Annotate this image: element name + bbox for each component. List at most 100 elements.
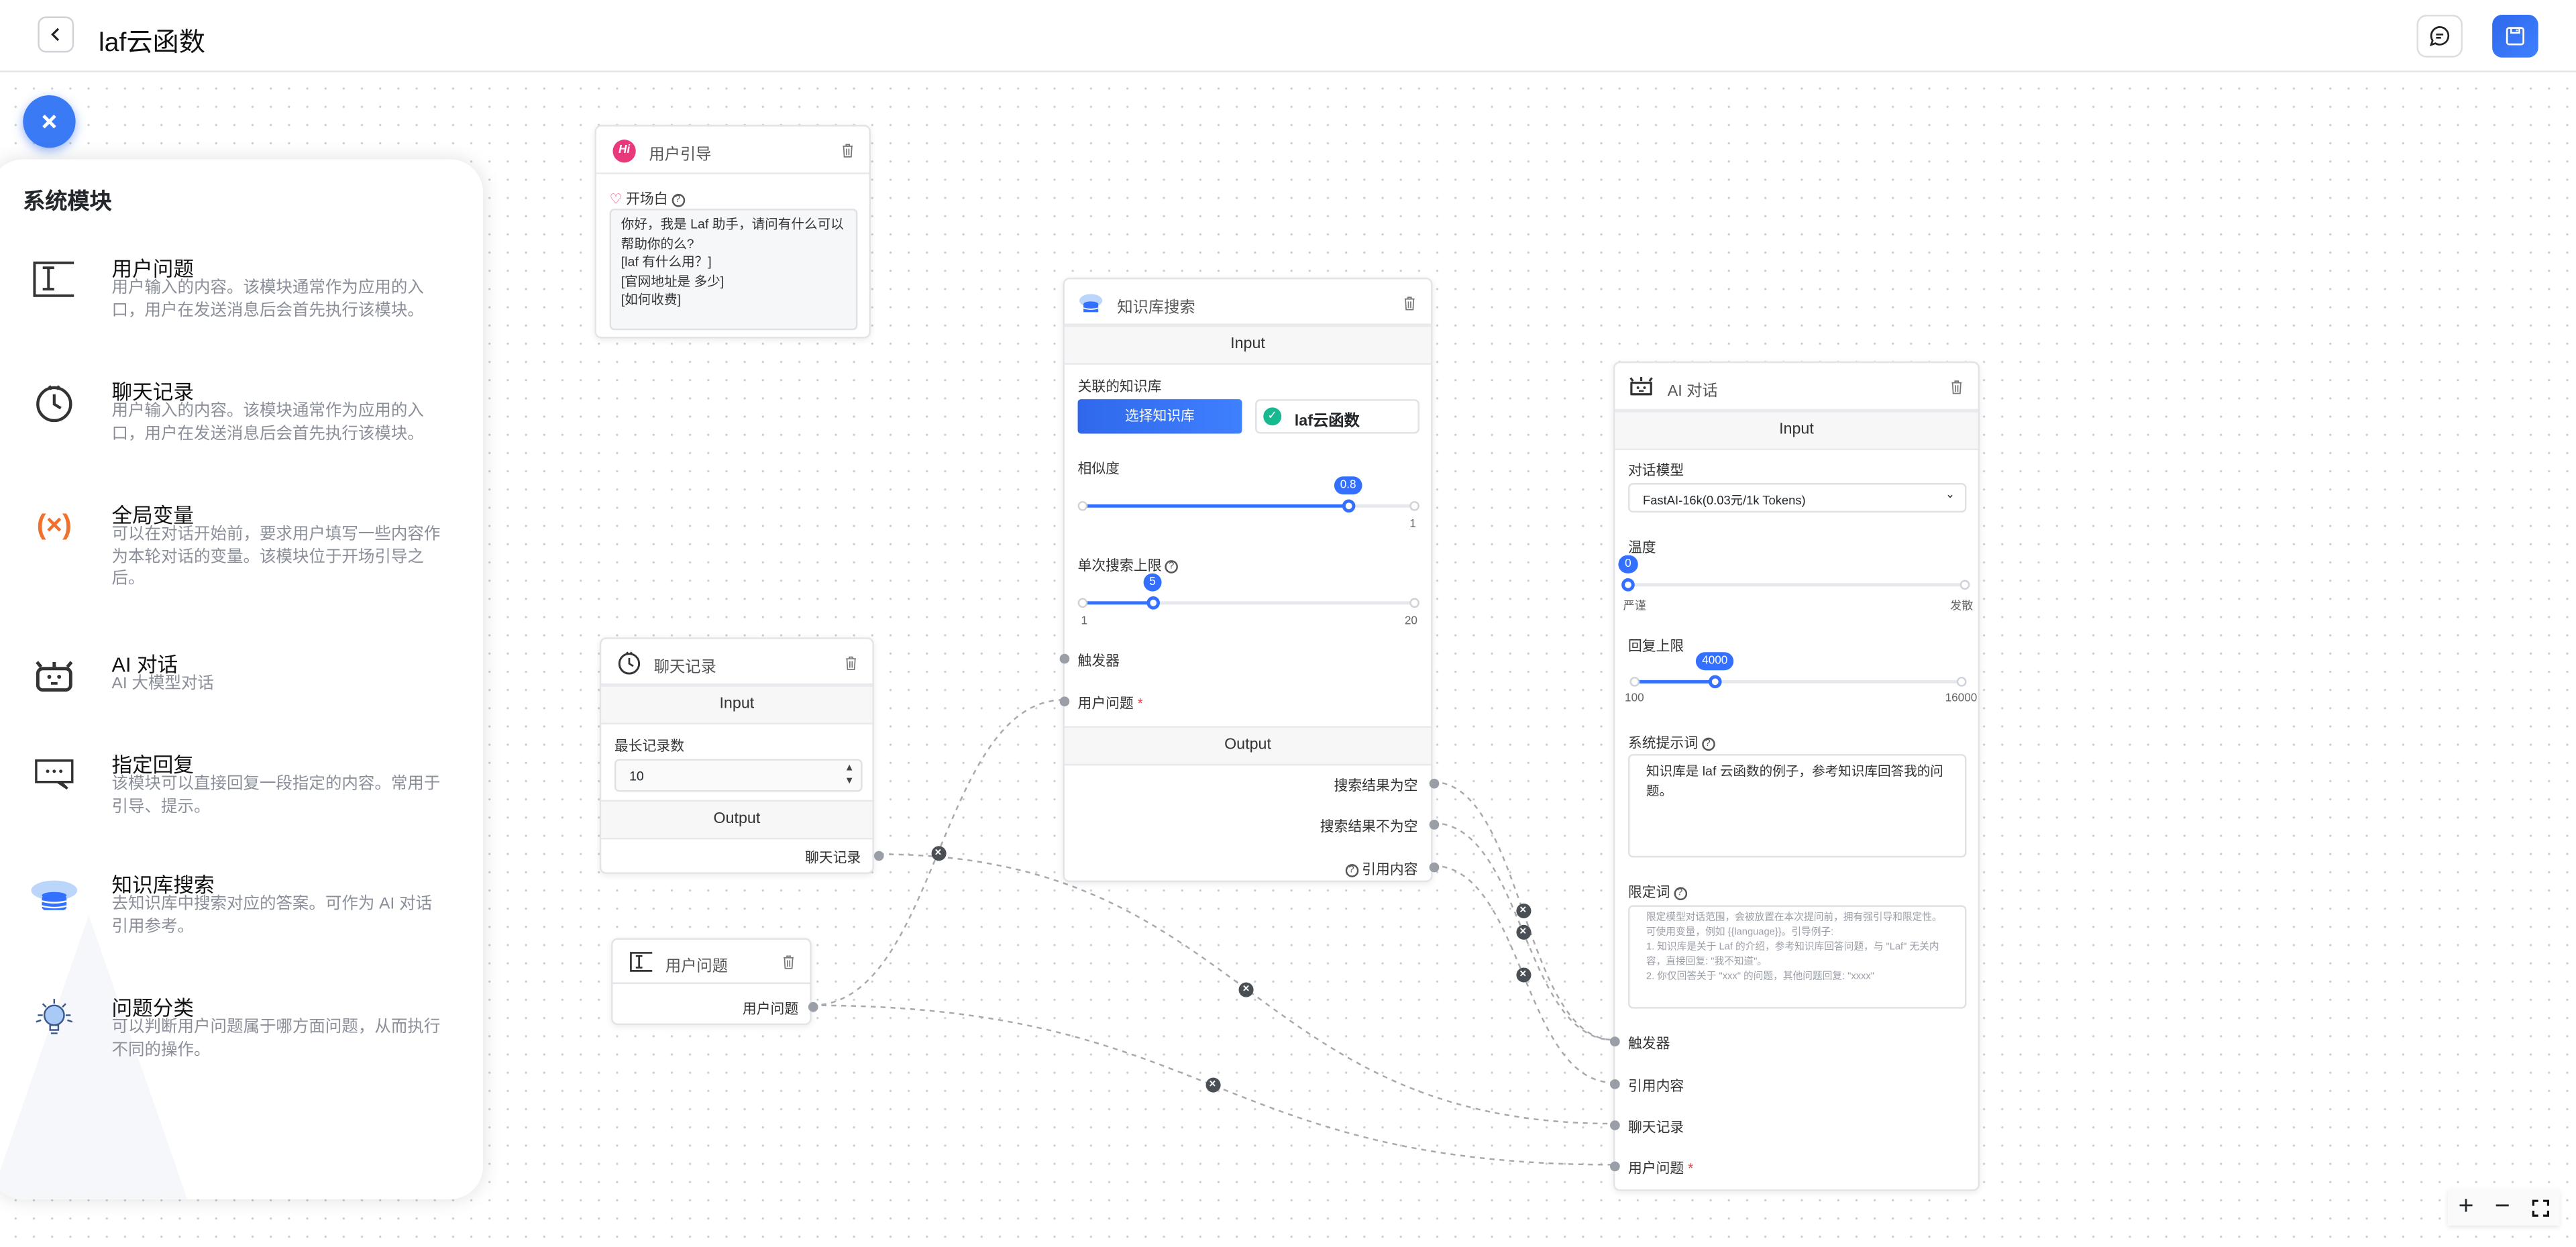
node-header: Hi 用户引导 (596, 127, 869, 174)
module-desc: 可以在对话开始前，要求用户填写一些内容作为本轮对话的变量。该模块位于开场引导之后… (111, 525, 441, 588)
chevron-down-icon: ⌄ (1945, 489, 1955, 501)
slider-value-badge: 0.8 (1333, 476, 1363, 495)
output-label: 用户问题 (742, 1000, 799, 1017)
delete-edge-icon[interactable]: × (1238, 981, 1254, 997)
slider-value-badge: 4000 (1695, 652, 1735, 671)
delete-edge-icon[interactable]: × (1205, 1077, 1220, 1093)
output-port[interactable] (873, 851, 884, 861)
output-port-quote[interactable] (1429, 862, 1440, 873)
slider-end-dot (1409, 598, 1419, 608)
output-port[interactable] (808, 1001, 818, 1012)
temperature-label: 温度 (1627, 539, 1656, 555)
delete-edge-icon[interactable]: × (930, 845, 946, 861)
slider-thumb[interactable] (1146, 596, 1159, 610)
module-desc: 去知识库中搜索对应的答案。可作为 AI 对话引用参考。 (111, 895, 433, 936)
laf-logo-icon: ✓ (1263, 407, 1282, 426)
system-prompt-textarea[interactable]: 知识库是 laf 云函数的例子，参考知识库回答我的问题。 (1627, 754, 1967, 858)
node-title: 知识库搜索 (1117, 299, 1195, 317)
slider-track[interactable] (1627, 583, 1966, 587)
input-port-history[interactable] (1610, 1120, 1620, 1130)
max-records-input[interactable]: 10 ▲ ▼ (614, 759, 863, 792)
module-title: 用户问题 (111, 258, 195, 281)
output-section-header: Output (601, 800, 873, 840)
slider-thumb[interactable] (1621, 578, 1635, 592)
input-port-question[interactable] (1059, 696, 1070, 707)
message-dots-icon (30, 751, 78, 800)
delete-edge-icon[interactable]: × (1515, 967, 1531, 982)
slider-min-label: 1 (1081, 616, 1088, 628)
text-cursor-icon (630, 952, 653, 972)
robot-icon (1629, 377, 1653, 396)
input-port-trigger[interactable] (1610, 1036, 1620, 1047)
trash-icon[interactable] (1950, 380, 1964, 394)
zoom-in-button[interactable]: + (2458, 1192, 2474, 1221)
delete-edge-icon[interactable]: × (1515, 903, 1531, 918)
help-icon: ? (1165, 559, 1178, 574)
module-title: 知识库搜索 (111, 873, 215, 898)
chat-test-button[interactable] (2416, 15, 2463, 58)
slider-track[interactable] (1634, 680, 1962, 684)
panel-decoration (0, 915, 188, 1199)
slider-max-label: 20 (1404, 616, 1417, 628)
input-port-quote[interactable] (1610, 1079, 1620, 1089)
database-cloud-icon (1079, 294, 1103, 313)
node-header: 知识库搜索 (1064, 279, 1432, 325)
module-title: 全局变量 (111, 504, 195, 528)
limit-prompt-textarea[interactable]: 限定模型对话范围，会被放置在本次提问前，拥有强引导和限定性。可使用变量，例如 {… (1627, 905, 1967, 1009)
slider-thumb[interactable] (1708, 675, 1722, 689)
node-user-question[interactable]: 用户问题 用户问题 (611, 938, 818, 1026)
input-port-question[interactable] (1610, 1161, 1620, 1172)
delete-edge-icon[interactable]: × (1515, 924, 1531, 939)
select-kb-button[interactable]: 选择知识库 (1077, 399, 1242, 434)
stepper-arrows-icon[interactable]: ▲ ▼ (844, 763, 855, 788)
save-button[interactable] (2492, 15, 2538, 58)
zoom-out-button[interactable]: − (2494, 1192, 2510, 1221)
trash-icon[interactable] (782, 955, 796, 969)
model-label: 对话模型 (1627, 462, 1684, 478)
slider-end-dot (1956, 676, 1967, 687)
slider-end-dot (1960, 580, 1970, 590)
module-desc: 该模块可以直接回复一段指定的内容。常用于引导、提示。 (111, 775, 441, 816)
max-tokens-slider[interactable]: 4000 (1629, 652, 1967, 693)
page-title: laf云函数 (98, 30, 205, 58)
trash-icon[interactable] (841, 143, 855, 158)
input-port-trigger[interactable] (1059, 653, 1070, 664)
node-kb-search[interactable]: 知识库搜索 Input 关联的知识库 选择知识库 ✓ laf云函数 相似度 0.… (1059, 277, 1440, 883)
input-section-header: Input (601, 685, 873, 725)
temperature-slider[interactable]: 0 (1618, 555, 1970, 596)
slider-min-label: 100 (1625, 693, 1644, 705)
module-desc: AI 大模型对话 (111, 675, 214, 694)
close-panel-button[interactable] (23, 95, 76, 148)
node-chat-history[interactable]: 聊天记录 Input 最长记录数 10 ▲ ▼ Output 聊天记录 (599, 637, 884, 874)
node-ai-chat[interactable]: AI 对话 Input 对话模型 FastAI-16k(0.03元/1k Tok… (1610, 361, 1980, 1191)
output-section-header: Output (1064, 726, 1432, 766)
slider-max-label: 1 (1409, 519, 1416, 531)
slider-value-badge: 5 (1142, 573, 1163, 592)
output-label: 聊天记录 (804, 849, 861, 866)
back-button[interactable] (38, 16, 74, 53)
module-title: 聊天记录 (111, 381, 195, 404)
trash-icon[interactable] (845, 655, 858, 670)
selected-kb-tag[interactable]: ✓ laf云函数 (1255, 399, 1419, 434)
variable-icon: (×) (36, 509, 72, 541)
input-label-question: 用户问题 * (1627, 1159, 1694, 1177)
model-select[interactable]: FastAI-16k(0.03元/1k Tokens) ⌄ (1627, 483, 1967, 513)
output-port-empty[interactable] (1429, 778, 1440, 789)
similarity-slider[interactable]: 0.8 (1077, 476, 1419, 517)
slider-thumb[interactable] (1341, 499, 1355, 513)
fullscreen-icon[interactable] (2531, 1199, 2549, 1217)
node-user-guide[interactable]: Hi 用户引导 ♡ 开场白? 你好，我是 Laf 助手，请问有什么可以帮助你的么… (594, 125, 871, 339)
hi-icon: Hi (612, 140, 636, 163)
limit-prompt-label: 限定词? (1628, 882, 1686, 902)
slider-value-badge: 0 (1618, 555, 1638, 574)
chat-bubble-icon (2429, 26, 2450, 47)
search-limit-slider[interactable]: 5 (1077, 573, 1419, 614)
slider-track[interactable] (1082, 601, 1415, 605)
chevron-left-icon (51, 28, 60, 42)
output-port-not-empty[interactable] (1429, 820, 1440, 830)
help-icon: ? (1344, 863, 1358, 877)
search-limit-label: 单次搜索上限? (1078, 555, 1178, 575)
trash-icon[interactable] (1403, 296, 1416, 311)
opening-textarea[interactable]: 你好，我是 Laf 助手，请问有什么可以帮助你的么? [laf 有什么用？] [… (609, 209, 858, 331)
